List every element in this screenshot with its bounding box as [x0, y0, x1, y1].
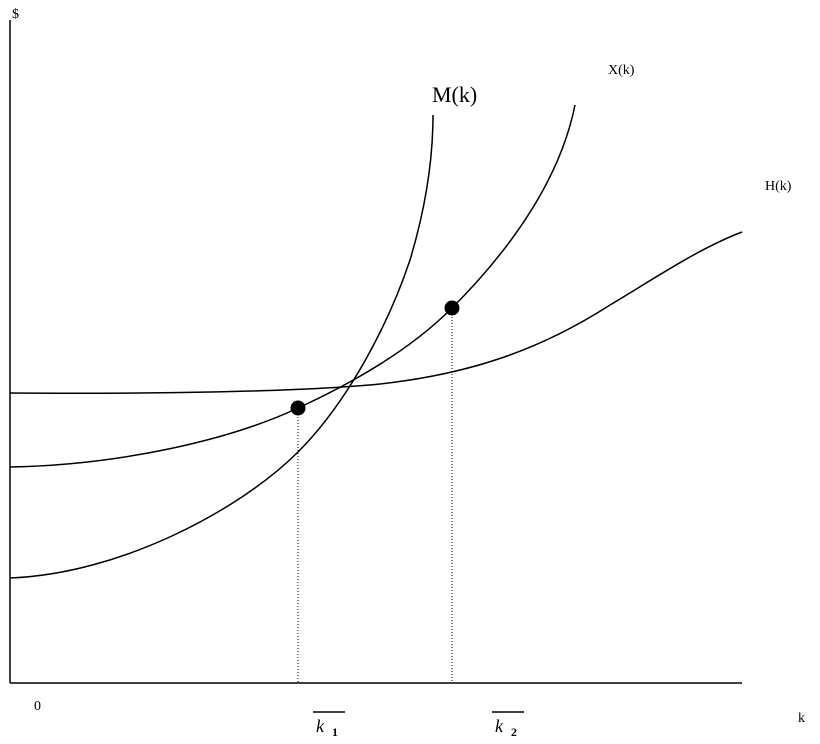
y-axis-label: $: [12, 7, 19, 22]
label-base: k: [316, 716, 325, 736]
equilibrium-point: [444, 300, 460, 316]
m-curve: [9, 114, 434, 579]
label-sub: 2: [511, 725, 517, 739]
label-sub: 1: [332, 725, 338, 739]
x-axis-label: k: [798, 711, 805, 726]
equilibrium-point: [290, 400, 306, 416]
point-label: k 1: [313, 711, 345, 739]
curve-label: M(k): [432, 82, 477, 107]
label-base: k: [495, 716, 504, 736]
x-curve: [9, 104, 576, 468]
curve-label: X(k): [608, 63, 635, 78]
curve-label: H(k): [765, 179, 792, 194]
origin-label: 0: [34, 699, 41, 714]
point-label: k 2: [492, 711, 524, 739]
h-curve: [9, 231, 743, 394]
